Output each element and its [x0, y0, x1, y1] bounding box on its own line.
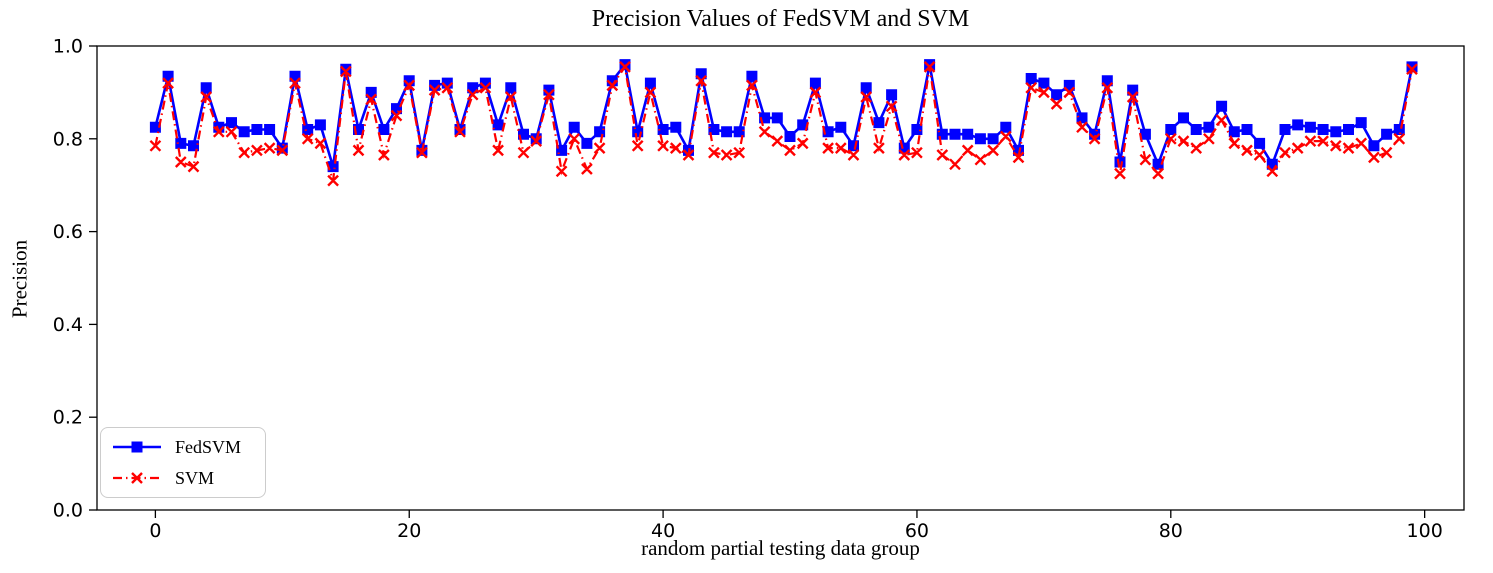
y-axis-label: Precision	[7, 239, 32, 319]
x-axis-ticks: 0 20 40 60 80 100	[149, 510, 1443, 542]
fedsvm-line-sample-icon	[113, 441, 161, 453]
svm-line-sample-icon	[113, 472, 161, 484]
legend-item-svm: SVM	[111, 467, 255, 489]
x-tick-label: 60	[905, 520, 929, 542]
y-tick-label: 0.8	[53, 128, 83, 150]
x-tick-label: 40	[651, 520, 675, 542]
legend-label-fedsvm: FedSVM	[175, 437, 242, 457]
y-tick-label: 0.4	[53, 314, 83, 336]
plot-frame	[96, 45, 1465, 511]
y-tick-label: 0.6	[53, 221, 83, 243]
fedsvm-series	[149, 59, 1418, 173]
fedsvm-line	[154, 61, 1414, 168]
svm-line	[154, 64, 1414, 181]
x-tick-label: 0	[149, 520, 161, 542]
legend-label-svm: SVM	[175, 468, 215, 488]
legend: FedSVM SVM	[100, 427, 266, 498]
y-axis-ticks: 0.0 0.2 0.4 0.6 0.8 1.0	[53, 36, 97, 522]
y-tick-label: 0.2	[53, 407, 83, 429]
chart-title: Precision Values of FedSVM and SVM	[591, 6, 970, 32]
legend-item-fedsvm: FedSVM	[111, 436, 255, 458]
y-tick-label: 1.0	[53, 36, 83, 58]
x-tick-label: 80	[1159, 520, 1183, 542]
svm-series	[149, 61, 1418, 187]
x-tick-label: 100	[1407, 520, 1443, 542]
x-tick-label: 20	[397, 520, 421, 542]
x-axis-label: random partial testing data group	[641, 536, 920, 560]
y-tick-label: 0.0	[53, 500, 83, 522]
svm-markers	[149, 61, 1418, 187]
